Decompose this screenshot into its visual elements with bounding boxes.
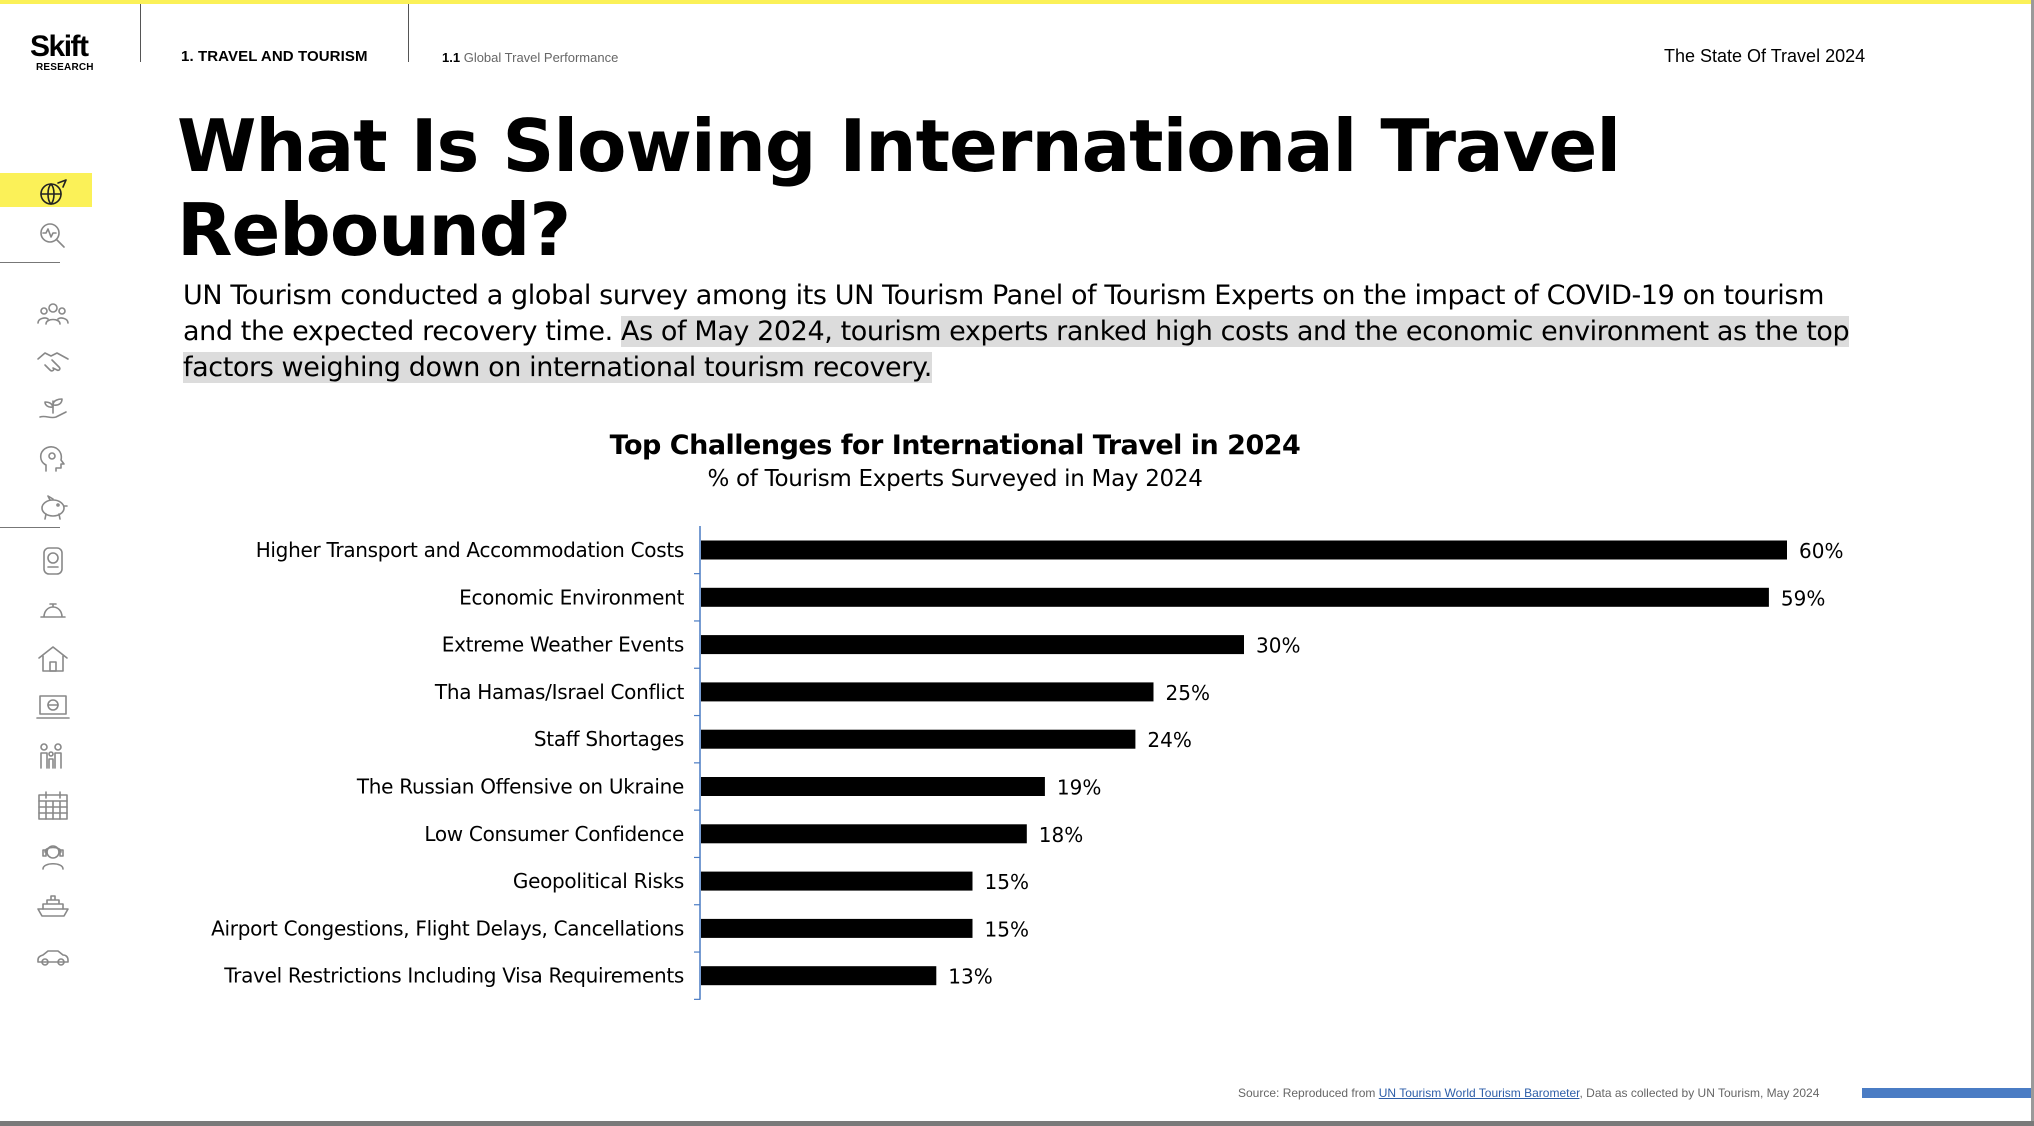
data-label: 19% bbox=[1057, 776, 1101, 800]
bar-chart-svg: Higher Transport and Accommodation Costs… bbox=[211, 526, 1843, 1000]
globe-plane-icon[interactable] bbox=[36, 177, 70, 209]
data-label: 24% bbox=[1147, 728, 1191, 752]
category-label: Staff Shortages bbox=[534, 727, 684, 751]
logo-subtext: RESEARCH bbox=[36, 62, 94, 73]
header-divider bbox=[140, 4, 141, 62]
bar bbox=[701, 966, 937, 986]
category-label: Higher Transport and Accommodation Costs bbox=[256, 538, 684, 562]
source-prefix: Source: Reproduced from bbox=[1238, 1086, 1379, 1100]
chart-title: Top Challenges for International Travel … bbox=[609, 430, 1301, 461]
service-bell-icon[interactable] bbox=[36, 593, 70, 625]
lead-paragraph: UN Tourism conducted a global survey amo… bbox=[183, 278, 1863, 386]
source-suffix: , Data as collected by UN Tourism, May 2… bbox=[1579, 1086, 1820, 1100]
agent-headset-icon[interactable] bbox=[36, 840, 70, 872]
bar bbox=[701, 540, 1787, 560]
bar bbox=[701, 918, 973, 938]
section-label[interactable]: 1. TRAVEL AND TOURISM bbox=[181, 48, 368, 65]
cruise-ship-icon[interactable] bbox=[36, 889, 70, 921]
category-label: Tha Hamas/Israel Conflict bbox=[434, 680, 685, 704]
logo-wordmark: Skift bbox=[30, 30, 89, 63]
skift-research-logo[interactable]: Skift RESEARCH bbox=[30, 32, 112, 78]
house-icon[interactable] bbox=[36, 643, 70, 675]
bar bbox=[701, 777, 1045, 796]
category-label: Low Consumer Confidence bbox=[424, 822, 684, 846]
family-icon[interactable] bbox=[36, 740, 70, 772]
subsection-title: Global Travel Performance bbox=[463, 50, 619, 65]
sidebar-separator bbox=[0, 262, 60, 263]
category-label: Economic Environment bbox=[459, 585, 684, 609]
category-label: Travel Restrictions Including Visa Requi… bbox=[223, 964, 684, 988]
sidebar-separator bbox=[0, 527, 60, 528]
bar bbox=[701, 729, 1136, 749]
data-label: 60% bbox=[1799, 539, 1843, 563]
passport-icon[interactable] bbox=[36, 545, 70, 577]
data-label: 59% bbox=[1781, 586, 1825, 610]
bar bbox=[701, 635, 1244, 655]
search-chart-icon[interactable] bbox=[36, 220, 70, 252]
lead-text: UN Tourism conducted a global survey amo… bbox=[183, 280, 1824, 347]
source-note: Source: Reproduced from UN Tourism World… bbox=[1238, 1086, 1819, 1100]
right-edge-strip bbox=[2031, 0, 2034, 1126]
data-label: 18% bbox=[1039, 823, 1083, 847]
bar bbox=[701, 587, 1769, 607]
data-label: 25% bbox=[1166, 681, 1210, 705]
people-group-icon[interactable] bbox=[36, 298, 70, 330]
bar bbox=[701, 871, 973, 891]
data-label: 15% bbox=[985, 917, 1029, 941]
data-label: 15% bbox=[985, 870, 1029, 894]
report-title: The State Of Travel 2024 bbox=[1664, 46, 1866, 66]
laptop-globe-icon[interactable] bbox=[36, 691, 70, 723]
calendar-icon[interactable] bbox=[36, 790, 70, 822]
bottom-edge-strip bbox=[0, 1121, 2034, 1126]
category-label: Geopolitical Risks bbox=[513, 869, 684, 893]
car-icon[interactable] bbox=[36, 939, 70, 971]
piggy-bank-icon[interactable] bbox=[36, 491, 70, 523]
plant-hand-icon[interactable] bbox=[36, 393, 70, 425]
category-label: Airport Congestions, Flight Delays, Canc… bbox=[211, 916, 684, 940]
chart-subtitle: % of Tourism Experts Surveyed in May 202… bbox=[707, 466, 1203, 492]
header-divider bbox=[408, 4, 409, 62]
subsection-label[interactable]: 1.1 Global Travel Performance bbox=[442, 50, 618, 65]
page-title-line: Rebound? bbox=[177, 188, 571, 272]
handshake-icon[interactable] bbox=[36, 345, 70, 377]
bar bbox=[701, 824, 1027, 844]
page-title-line: What Is Slowing International Travel bbox=[177, 104, 1621, 188]
subsection-number: 1.1 bbox=[442, 50, 461, 65]
source-link[interactable]: UN Tourism World Tourism Barometer bbox=[1378, 1086, 1580, 1100]
head-gears-icon[interactable] bbox=[36, 442, 70, 474]
category-label: The Russian Offensive on Ukraine bbox=[356, 775, 684, 799]
page-title: What Is Slowing International Travel Reb… bbox=[177, 104, 1877, 272]
bar-chart: Higher Transport and Accommodation Costs… bbox=[0, 520, 2034, 1010]
chapter-sidebar bbox=[0, 160, 96, 1000]
bar bbox=[701, 682, 1154, 702]
category-label: Extreme Weather Events bbox=[442, 633, 684, 657]
top-accent-strip bbox=[0, 0, 2034, 4]
sidebar-active-highlight bbox=[0, 173, 92, 207]
data-label: 30% bbox=[1256, 634, 1300, 658]
footer-accent-bar bbox=[1862, 1088, 2031, 1098]
data-label: 13% bbox=[948, 965, 992, 989]
